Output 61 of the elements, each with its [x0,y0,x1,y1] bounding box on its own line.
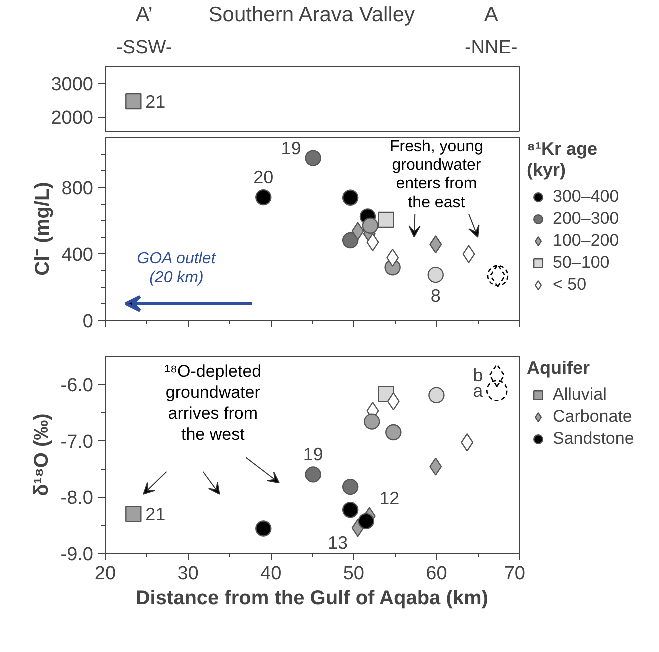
text: A [484,4,498,26]
point [256,520,272,537]
point [305,150,322,166]
point [342,479,359,496]
y-tick-label: -8.0 [60,488,94,510]
point [358,513,374,530]
annotation: 19 [281,138,302,158]
y-tick-label: 400 [62,244,94,266]
x-tick-label: 60 [426,564,448,584]
legend-label: 100–200 [553,231,620,251]
point [342,232,359,249]
legend-label: < 50 [553,275,587,295]
annotation: 13 [328,533,348,554]
legend-label: Sandstone [553,429,634,449]
y-tick-label: 2000 [51,108,94,130]
legend-title: ⁸¹Kr age (kyr) [527,139,599,181]
y-tick-label: -6.0 [60,376,94,397]
point [462,245,476,264]
point [362,218,379,234]
annotation: 19 [303,444,324,465]
y-tick-label: -9.0 [60,544,94,566]
x-tick-label: 20 [94,564,116,584]
point [461,434,474,452]
legend-label: 50–100 [553,253,610,273]
legend-title: Aquifer [527,358,591,379]
annotation: 21 [146,92,166,112]
annotation: GOA outlet (20 km) [137,250,216,286]
x-axis-title: Distance from the Gulf of Aqaba (km) [136,588,488,610]
y-tick-label: 0 [82,312,94,332]
y-axis-title: δ¹⁸O (‰) [30,414,53,496]
legend-label: Alluvial [553,385,607,405]
point [352,222,364,240]
text: -SSW- [116,38,172,58]
x-tick-label: 50 [343,564,364,584]
text: A’ [136,4,153,26]
point [486,380,508,402]
x-tick-label: 70 [504,564,526,584]
y-tick-label: -7.0 [60,432,94,453]
annotation: 20 [254,168,274,188]
x-tick-label: 40 [260,564,282,584]
annotation: 8 [430,286,441,306]
x-tick-label: 30 [178,564,199,584]
text: -NNE- [464,38,518,58]
point [342,190,359,206]
chart-title: Southern Arava Valley [208,4,416,26]
legend-label: Carbonate [553,407,632,427]
point [378,212,394,228]
point [305,466,322,483]
annotation: 12 [380,488,400,508]
point [256,189,272,206]
y-tick-label: 3000 [51,74,94,96]
annotation: ¹⁸O-depleted groundwater arrives from the west [164,362,262,444]
annotation: 21 [146,504,166,525]
legend-label: 300–400 [553,187,620,207]
y-tick-label: 800 [62,178,94,200]
annotation: Fresh, young groundwater enters from the east [390,138,484,212]
point [342,502,359,518]
legend-label: 200–300 [553,209,620,229]
y-axis-title: Cl⁻ (mg/L) [32,182,54,276]
point [428,267,444,284]
point [430,236,442,254]
